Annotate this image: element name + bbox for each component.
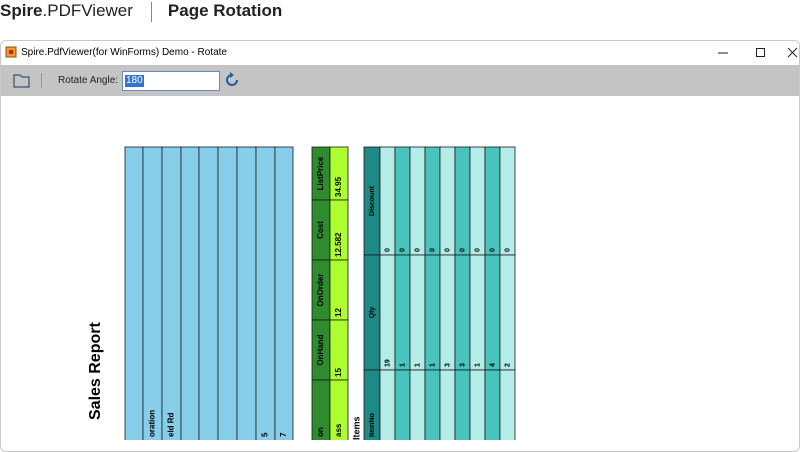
items-cell: [499, 254, 516, 371]
items-cell: [439, 146, 456, 256]
parts-header: OnHand: [316, 334, 325, 365]
number-cell: 5: [261, 432, 270, 437]
open-button[interactable]: [13, 74, 30, 88]
maximize-button[interactable]: [756, 48, 765, 57]
qty-value: 4: [489, 363, 496, 367]
items-cell: [424, 254, 441, 371]
qty-value: 1: [474, 363, 481, 367]
items-cell: [454, 146, 471, 256]
discount-value: 0: [399, 248, 406, 252]
items-cell: [439, 369, 456, 440]
items-cell: [499, 369, 516, 440]
page-title: Page Rotation: [167, 1, 283, 20]
parts-value: ass: [334, 423, 343, 437]
items-header: Qty: [369, 307, 376, 319]
close-button[interactable]: [787, 47, 798, 58]
discount-value: 0: [504, 248, 511, 252]
customer-column: [255, 146, 276, 440]
parts-header: on: [316, 427, 325, 437]
customer-cell: oration: [148, 410, 157, 437]
items-header: Discount: [369, 185, 376, 216]
items-cell: [394, 369, 411, 440]
customer-column: [124, 146, 144, 440]
customer-column: [274, 146, 294, 440]
items-cell: [394, 146, 411, 256]
items-cell: [379, 369, 396, 440]
items-cell: [439, 254, 456, 371]
qty-value: 3: [459, 363, 466, 367]
parts-value: 12.582: [334, 232, 343, 257]
items-cell: [409, 369, 426, 440]
combo-value: 180: [125, 75, 144, 87]
discount-value: 0: [384, 248, 391, 252]
items-cell: [454, 254, 471, 371]
items-cell: [379, 254, 396, 371]
customer-column: [236, 146, 257, 440]
qty-value: 2: [504, 363, 511, 367]
customer-cell: eld Rd: [167, 412, 176, 437]
parts-value: 15: [334, 368, 343, 377]
customer-column: [180, 146, 200, 440]
title-bar: Spire.PdfViewer(for WinForms) Demo - Rot…: [1, 41, 799, 64]
customer-column: [198, 146, 219, 440]
customer-column: [142, 146, 163, 440]
qty-value: 19: [384, 359, 391, 367]
items-cell: [454, 369, 471, 440]
customer-column: [217, 146, 238, 440]
items-cell: [499, 146, 516, 256]
items-cell: [469, 369, 486, 440]
window-title: Spire.PdfViewer(for WinForms) Demo - Rot…: [21, 47, 227, 58]
items-cell: [379, 146, 396, 256]
number-cell: 7: [279, 432, 288, 437]
items-cell: [424, 369, 441, 440]
parts-header: OnOrder: [316, 274, 325, 307]
toolbar: Rotate Angle: 180: [1, 65, 799, 96]
page-header: Spire.PDFViewer Page Rotation: [0, 0, 282, 26]
parts-value: 12: [334, 308, 343, 317]
brand-rest: .PDFViewer: [42, 1, 133, 20]
rotate-button[interactable]: [226, 74, 238, 86]
separator: [150, 1, 152, 22]
parts-header: Cost: [316, 221, 325, 239]
app-icon-dot: [9, 50, 13, 54]
parts-header: ListPrice: [316, 156, 325, 190]
discount-value: 0: [459, 248, 466, 252]
document-view: Sales Report oration eld Rd 5 7 ListPrice 34.9…: [87, 146, 516, 440]
discount-value: 0: [414, 248, 421, 252]
items-cell: [394, 254, 411, 371]
items-header: ItemNo: [369, 413, 376, 437]
report-title: Sales Report: [87, 322, 104, 420]
items-cell: [469, 146, 486, 256]
items-cell: [484, 146, 501, 256]
items-cell: [409, 146, 426, 256]
brand: Spire: [0, 1, 43, 20]
discount-value: 0: [489, 248, 496, 252]
rotate-label: Rotate Angle:: [58, 75, 119, 86]
items-caption: Items: [351, 416, 361, 440]
qty-value: 1: [414, 363, 421, 367]
qty-value: 1: [429, 363, 436, 367]
parts-value-cell: [329, 379, 349, 440]
parts-value: 34.95: [334, 176, 343, 197]
title-icons: [5, 46, 798, 58]
items-cell: [484, 369, 501, 440]
items-cell: [469, 254, 486, 371]
customer-column: [161, 146, 182, 440]
rotate-arrow: [230, 72, 234, 78]
rotate-combobox[interactable]: 180: [122, 71, 220, 91]
app-window: Spire.PdfViewer(for WinForms) Demo - Rot…: [0, 40, 800, 452]
discount-value: 0: [474, 248, 481, 252]
discount-value: 0: [429, 248, 436, 252]
items-cell: [424, 146, 441, 256]
qty-value: 3: [444, 363, 451, 367]
qty-value: 1: [399, 363, 406, 367]
items-cell: [484, 254, 501, 371]
discount-value: 0: [444, 248, 451, 252]
items-cell: [409, 254, 426, 371]
